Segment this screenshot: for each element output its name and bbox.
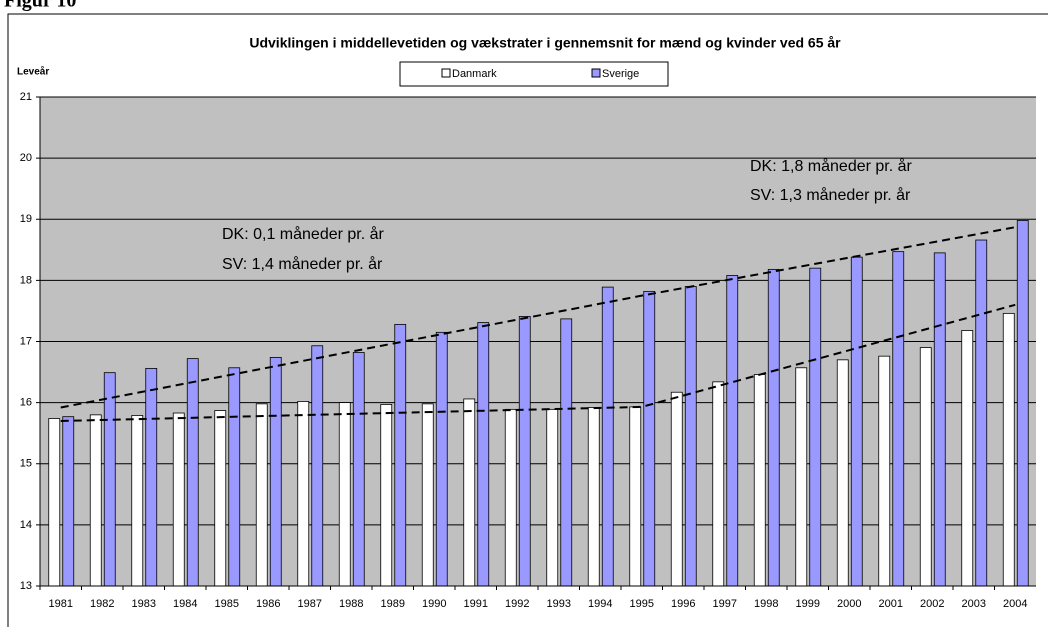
x-tick-label: 1992 xyxy=(505,598,529,610)
x-tick-label: 1984 xyxy=(173,598,197,610)
bar xyxy=(629,406,642,587)
y-tick-label: 16 xyxy=(20,397,32,409)
bar xyxy=(186,358,199,587)
bar xyxy=(919,347,932,587)
bar xyxy=(670,391,683,587)
x-tick-label: 1997 xyxy=(713,598,737,610)
bar xyxy=(836,359,849,587)
bar xyxy=(850,256,863,587)
trend-line xyxy=(60,303,1016,422)
bar xyxy=(809,267,822,587)
x-tick-label: 1981 xyxy=(49,598,73,610)
legend-swatch xyxy=(591,68,601,78)
x-tick-label: 2004 xyxy=(1003,598,1027,610)
bar xyxy=(726,275,739,587)
bar xyxy=(255,403,268,587)
y-tick-label: 14 xyxy=(20,519,32,531)
legend-label: Sverige xyxy=(602,68,639,80)
bar xyxy=(463,398,476,587)
bar xyxy=(338,402,351,587)
bar xyxy=(643,290,656,587)
bar xyxy=(518,316,531,587)
x-tick-label: 1988 xyxy=(339,598,363,610)
x-tick-label: 2002 xyxy=(920,598,944,610)
y-tick-label: 15 xyxy=(20,458,32,470)
bar xyxy=(228,367,241,587)
x-tick-label: 1993 xyxy=(547,598,571,610)
x-tick-label: 1987 xyxy=(298,598,322,610)
x-tick-label: 1990 xyxy=(422,598,446,610)
bar xyxy=(1002,312,1015,587)
bar xyxy=(795,367,808,587)
bar xyxy=(477,322,490,587)
bar xyxy=(560,318,573,587)
x-tick-label: 1994 xyxy=(588,598,612,610)
x-tick-label: 1995 xyxy=(630,598,654,610)
bar xyxy=(684,286,697,587)
x-tick-label: 1999 xyxy=(796,598,820,610)
trend-line xyxy=(60,226,1016,409)
bar xyxy=(933,252,946,587)
y-tick-label: 19 xyxy=(20,213,32,225)
bar xyxy=(103,372,116,587)
x-tick-label: 1989 xyxy=(381,598,405,610)
figure-label: Figur 10 xyxy=(4,0,76,12)
legend-label: Danmark xyxy=(452,68,497,80)
bar xyxy=(753,374,766,587)
bar xyxy=(975,239,988,587)
x-tick-label: 1996 xyxy=(671,598,695,610)
bar xyxy=(892,251,905,587)
x-tick-label: 2000 xyxy=(837,598,861,610)
y-tick-label: 20 xyxy=(20,152,32,164)
annotation: SV: 1,4 måneder pr. år xyxy=(222,255,383,273)
bar xyxy=(601,286,614,587)
bar xyxy=(380,404,393,587)
bar xyxy=(297,401,310,587)
bar xyxy=(214,410,227,587)
bar xyxy=(394,323,407,587)
x-tick-label: 1986 xyxy=(256,598,280,610)
bar xyxy=(587,407,600,587)
x-tick-label: 1983 xyxy=(132,598,156,610)
x-tick-label: 2001 xyxy=(879,598,903,610)
chart-title: Udviklingen i middellevetiden og vækstra… xyxy=(249,35,841,51)
bar xyxy=(311,345,324,587)
y-tick-label: 13 xyxy=(20,580,32,592)
x-tick-label: 1985 xyxy=(215,598,239,610)
bar xyxy=(62,416,75,587)
bar xyxy=(145,367,158,587)
bar xyxy=(269,356,282,587)
bar xyxy=(767,268,780,587)
bar xyxy=(421,403,434,587)
bar xyxy=(1016,220,1029,587)
bar xyxy=(48,418,61,587)
bar xyxy=(504,408,517,587)
annotation: DK: 0,1 måneder pr. år xyxy=(222,225,385,243)
y-axis-label: Leveår xyxy=(17,66,49,78)
legend-swatch xyxy=(441,68,451,78)
y-tick-label: 17 xyxy=(20,335,32,347)
bar xyxy=(961,330,974,587)
x-tick-label: 1991 xyxy=(464,598,488,610)
bar xyxy=(131,415,144,587)
y-tick-label: 21 xyxy=(20,91,32,103)
annotation: SV: 1,3 måneder pr. år xyxy=(750,186,911,204)
x-tick-label: 2003 xyxy=(962,598,986,610)
y-tick-label: 18 xyxy=(20,274,32,286)
bar xyxy=(546,408,559,587)
bar xyxy=(712,381,725,587)
bar xyxy=(352,352,365,587)
x-tick-label: 1982 xyxy=(90,598,114,610)
bar xyxy=(878,355,891,587)
bar xyxy=(172,412,185,587)
x-tick-label: 1998 xyxy=(754,598,778,610)
annotation: DK: 1,8 måneder pr. år xyxy=(750,157,913,175)
bar xyxy=(89,414,102,587)
bar xyxy=(435,331,448,587)
